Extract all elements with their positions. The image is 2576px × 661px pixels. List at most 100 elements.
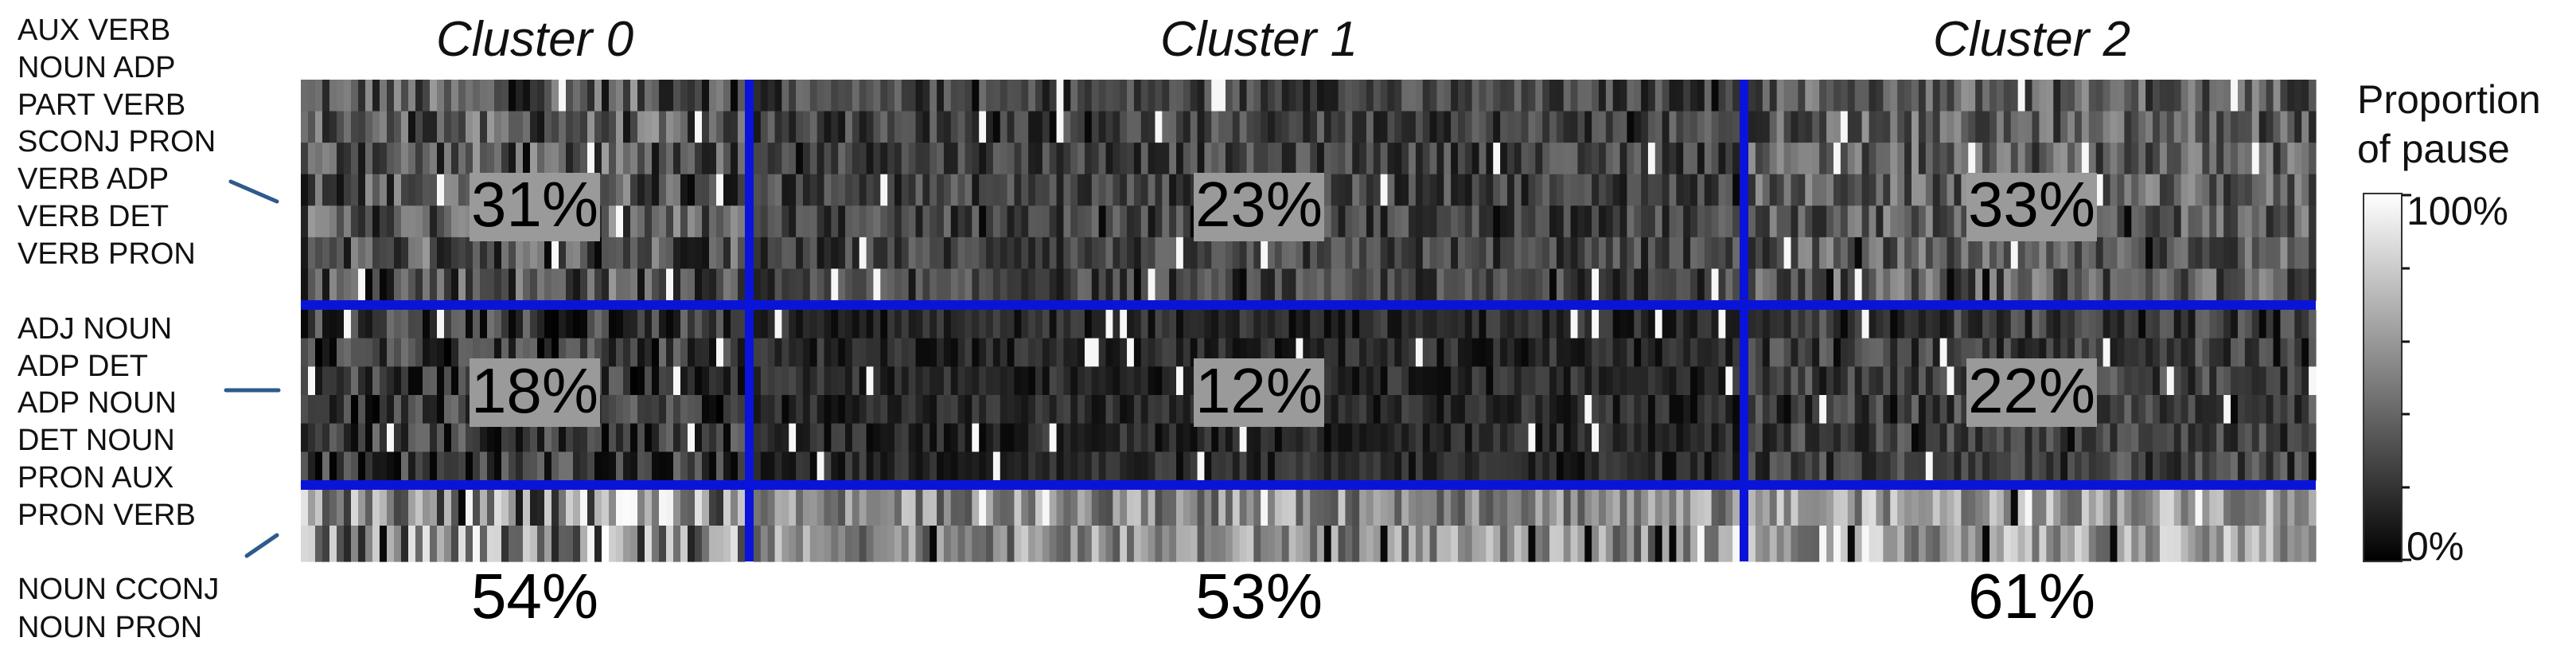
heatmap-cell [430,111,438,143]
heatmap-cell [2244,80,2253,112]
heatmap-cell [1925,338,1934,367]
heatmap-cell [408,143,416,175]
heatmap-cell [796,526,804,562]
heatmap-cell [1500,111,1508,143]
heatmap-cell [1078,80,1085,112]
heatmap-cell [2280,205,2288,238]
heatmap-cell [716,80,724,112]
heatmap-cell [1683,310,1691,339]
heatmap-cell [1000,205,1008,238]
heatmap-cell [2138,205,2146,238]
heatmap-cell [1359,310,1367,339]
heatmap-cell [1471,395,1480,424]
heatmap-cell [351,526,359,562]
heatmap-cell [1063,205,1071,238]
heatmap-cell [415,80,423,112]
heatmap-cell [702,366,710,396]
heatmap-cell [587,452,595,481]
heatmap-cell [2025,310,2033,339]
heatmap-cell [1274,423,1283,452]
heatmap-cell [1514,526,1522,562]
heatmap-cell [2266,338,2274,367]
heatmap-cell [1113,366,1120,396]
heatmap-cell [394,526,402,562]
heatmap-cell [1239,452,1248,481]
heatmap-cell [1415,366,1424,396]
heatmap-cell [1619,111,1627,143]
heatmap-cell [315,205,323,238]
heatmap-cell [2110,526,2118,562]
heatmap-cell [2159,237,2168,270]
value-box: 33% [1966,169,2097,241]
heatmap-cell [1612,452,1621,481]
heatmap-cell [1563,143,1572,175]
heatmap-cell [1288,268,1297,301]
heatmap-cell [444,268,452,301]
heatmap-cell [659,143,667,175]
heatmap-cell [1732,310,1740,339]
heatmap-cell [922,526,930,562]
heatmap-cell [2273,143,2282,175]
heatmap-cell [1000,237,1008,270]
heatmap-cell [365,310,373,339]
heatmap-cell [451,237,459,270]
heatmap-cell [394,490,402,526]
heatmap-cell [559,338,567,367]
heatmap-cell [1183,366,1191,396]
heatmap-cell [937,423,945,452]
heatmap-cell [1035,310,1043,339]
heatmap-cell [908,395,917,424]
heatmap-cell [731,366,739,396]
heatmap-cell [308,395,316,424]
heatmap-cell [1021,143,1029,175]
heatmap-cell [1840,237,1849,270]
heatmap-cell [645,490,653,526]
heatmap-cell [1232,423,1241,452]
value-label: 23% [1195,169,1323,240]
heatmap-cell [2131,423,2139,452]
heatmap-cell [1380,111,1389,143]
heatmap-cell [2237,143,2246,175]
heatmap-cell [401,205,409,238]
heatmap-cell [516,143,524,175]
heatmap-cell [1854,310,1863,339]
heatmap-cell [2223,237,2231,270]
heatmap-cell [2202,452,2210,481]
heatmap-cell [1113,423,1120,452]
heatmap-cell [1366,237,1374,270]
heatmap-cell [480,237,488,270]
heatmap-cell [1676,395,1684,424]
heatmap-cell [1133,237,1142,270]
heatmap-cell [1409,338,1417,367]
heatmap-cell [992,310,1001,339]
heatmap-cell [1084,80,1093,112]
heatmap-cell [580,452,588,481]
heatmap-cell [816,268,825,301]
heatmap-cell [1869,366,1877,396]
heatmap-cell [1662,174,1670,206]
heatmap-cell [673,338,681,367]
heatmap-cell [408,395,416,424]
heatmap-cell [922,143,930,175]
heatmap-cell [1869,237,1877,270]
heatmap-cell [573,338,581,367]
heatmap-cell [1805,237,1813,270]
colorbar-ticks [2402,194,2411,561]
heatmap-cell [1563,80,1572,112]
heatmap-cell [1317,526,1325,562]
heatmap-cell [358,395,366,424]
heatmap-cell [1939,452,1948,481]
heatmap-cell [2223,366,2231,396]
heatmap-cell [365,490,373,526]
value-label: 18% [471,355,598,426]
heatmap-cell [1281,80,1290,112]
heatmap-cell [394,423,402,452]
heatmap-cell [831,174,839,206]
heatmap-cell [738,111,746,143]
heatmap-cell [1429,395,1438,424]
heatmap-cell [1975,268,1983,301]
heatmap-cell [1605,205,1614,238]
heatmap-cell [2131,338,2139,367]
heatmap-cell [695,268,703,301]
heatmap-cell [1253,310,1261,339]
